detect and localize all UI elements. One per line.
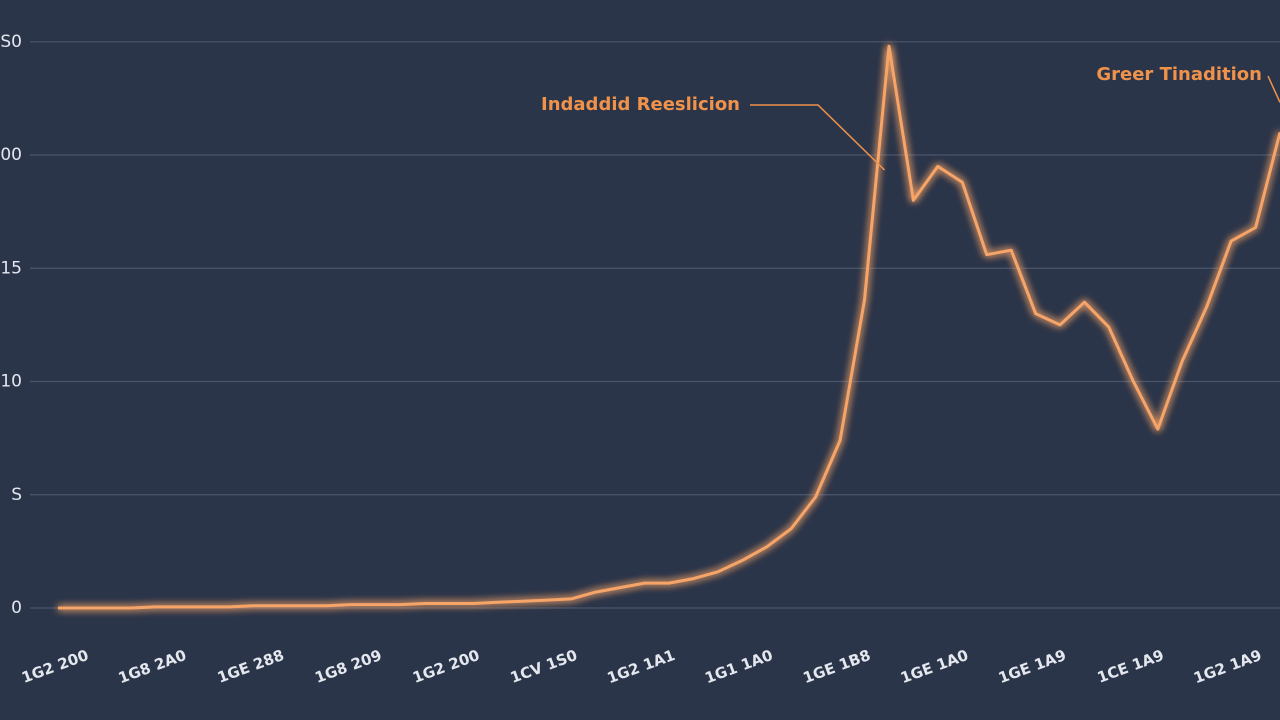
data-line bbox=[58, 44, 1280, 610]
annotation: Indaddid Reeslicion bbox=[541, 94, 740, 115]
y-tick-label: S0 bbox=[0, 32, 22, 52]
y-tick-label: S bbox=[11, 485, 22, 505]
y-tick-label: 10 bbox=[0, 372, 22, 392]
annotation-leader bbox=[750, 104, 886, 171]
annotation-leader bbox=[1267, 75, 1280, 103]
y-tick-label: 0 bbox=[11, 598, 22, 618]
y-tick-label: 15 bbox=[0, 258, 22, 278]
y-tick-label: 00 bbox=[0, 145, 22, 165]
annotation: Greer Tinadition bbox=[1096, 64, 1262, 85]
